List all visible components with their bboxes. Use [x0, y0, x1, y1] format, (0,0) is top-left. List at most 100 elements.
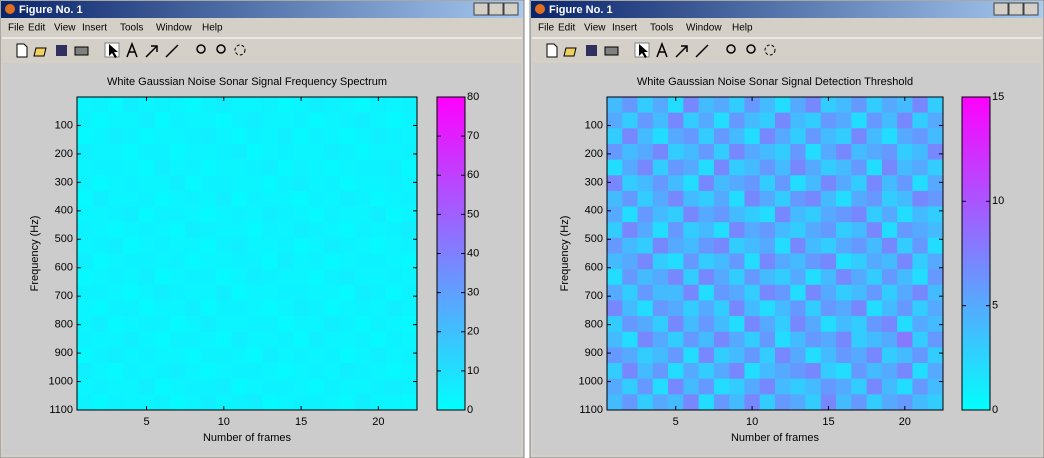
colorbar-tick-label: 50 [467, 208, 479, 220]
heatmap-cell [401, 222, 418, 239]
menu-item[interactable]: Window [156, 23, 192, 34]
heatmap-cell [293, 269, 310, 286]
heatmap-cell [77, 159, 93, 176]
heatmap-cell [622, 222, 638, 239]
heatmap-cell [637, 97, 654, 113]
heatmap-cell [370, 347, 387, 364]
colorbar-tick-label: 15 [992, 91, 1004, 103]
heatmap-cell [154, 222, 171, 239]
heatmap-cell [790, 331, 806, 348]
heatmap-cell [927, 316, 944, 333]
heatmap-cell [216, 284, 232, 301]
menu-item[interactable]: Insert [82, 23, 107, 34]
heatmap-cell [820, 253, 837, 270]
heatmap-cell [154, 143, 171, 160]
menu-item[interactable]: Tools [120, 23, 143, 34]
heatmap-cell [308, 128, 325, 145]
menu-item[interactable]: Tools [650, 23, 673, 34]
heatmap-cell [169, 378, 186, 395]
menu-item[interactable]: Help [202, 23, 223, 34]
menu-item[interactable]: File [538, 23, 555, 34]
heatmap-cell [324, 316, 341, 333]
heatmap-cell [713, 112, 730, 129]
heatmap-cell [154, 190, 171, 207]
heatmap-cell [775, 331, 791, 348]
heatmap-cell [123, 128, 140, 145]
heatmap-cell [851, 363, 867, 379]
heatmap-cell [154, 253, 171, 270]
x-tick-label: 5 [673, 416, 679, 428]
heatmap-cell [77, 253, 93, 270]
heatmap-cell [775, 316, 791, 333]
heatmap-cell [698, 269, 715, 286]
heatmap-cell [607, 300, 623, 317]
heatmap-cell [897, 394, 913, 411]
heatmap-cell [637, 175, 654, 192]
heatmap-cell [759, 97, 776, 113]
heatmap-cell [790, 97, 806, 113]
heatmap-cell [185, 300, 201, 317]
heatmap-cell [759, 159, 776, 176]
heatmap-cell [386, 112, 402, 129]
heatmap-cell [683, 143, 699, 160]
window-button[interactable] [1023, 2, 1039, 16]
heatmap-cell [622, 97, 638, 113]
heatmap-cell [200, 363, 217, 379]
menu-item[interactable]: View [54, 23, 76, 34]
heatmap-cell [200, 394, 217, 411]
menu-item[interactable]: Insert [612, 23, 637, 34]
window-button[interactable] [503, 2, 519, 16]
heatmap-cell [652, 363, 669, 379]
heatmap-cell [759, 378, 776, 395]
window-button[interactable] [488, 2, 504, 16]
heatmap-cell [851, 316, 867, 333]
menu-item[interactable]: Edit [558, 23, 575, 34]
heatmap-cell [912, 206, 929, 223]
heatmap-cell [927, 175, 944, 192]
heatmap-cell [247, 159, 263, 176]
heatmap-cell [123, 316, 140, 333]
heatmap-cell [138, 206, 155, 223]
heatmap-cell [836, 237, 852, 254]
heatmap-cell [851, 143, 867, 160]
heatmap-cell [107, 269, 124, 286]
heatmap-cell [200, 269, 217, 286]
colorbar [436, 96, 466, 411]
heatmap-cell [759, 284, 776, 301]
menu-item[interactable]: Edit [28, 23, 45, 34]
heatmap-cell [138, 253, 155, 270]
heatmap-cell [607, 316, 623, 333]
heatmap-cell [370, 284, 387, 301]
window-button[interactable] [1008, 2, 1024, 16]
heatmap-cell [790, 190, 806, 207]
heatmap-cell [293, 159, 310, 176]
heatmap-cell [154, 316, 171, 333]
heatmap-cell [339, 237, 356, 254]
heatmap-cell [805, 316, 822, 333]
menu-item[interactable]: Help [732, 23, 753, 34]
heatmap-cell [77, 269, 93, 286]
heatmap-cell [713, 253, 730, 270]
heatmap-cell [216, 143, 232, 160]
heatmap-cell [370, 237, 387, 254]
heatmap-cell [169, 394, 186, 411]
menu-item[interactable]: View [584, 23, 606, 34]
heatmap-cell [401, 159, 418, 176]
heatmap-cell [355, 253, 371, 270]
heatmap-cell [775, 269, 791, 286]
heatmap-cell [851, 378, 867, 395]
heatmap-cell [355, 269, 371, 286]
heatmap-cell [881, 97, 898, 113]
window-button[interactable] [993, 2, 1009, 16]
menu-item[interactable]: File [8, 23, 25, 34]
heatmap-cell [262, 175, 279, 192]
heatmap-cell [668, 175, 684, 192]
heatmap-cell [775, 378, 791, 395]
heatmap-cell [216, 237, 232, 254]
heatmap-cell [185, 237, 201, 254]
icon-text [126, 41, 138, 58]
menu-item[interactable]: Window [686, 23, 722, 34]
heatmap-cell [820, 143, 837, 160]
heatmap-cell [339, 159, 356, 176]
window-button[interactable] [473, 2, 489, 16]
